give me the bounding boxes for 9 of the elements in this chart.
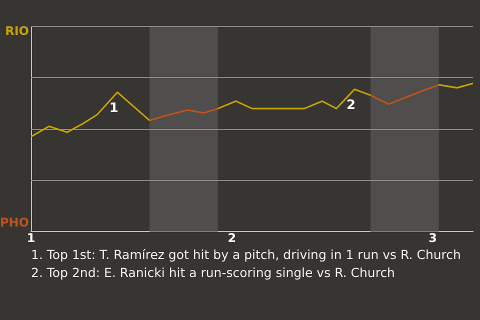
- x-tick-label: 3: [428, 230, 437, 245]
- annotation: 2: [346, 98, 356, 114]
- text: PHO: [0, 216, 29, 230]
- annotation: 1: [109, 101, 118, 116]
- text: 1. Top 1st: T. Ramírez got hit by a pitch, driving in 1 run vs R. Church: [31, 246, 462, 264]
- text: RIO: [5, 24, 29, 38]
- x-tick-label: 2: [228, 230, 236, 245]
- x-tick-label: 1: [26, 230, 36, 245]
- text: 2. Top 2nd: E. Ranicki hit a run-scoring single vs R. Church: [31, 264, 396, 282]
